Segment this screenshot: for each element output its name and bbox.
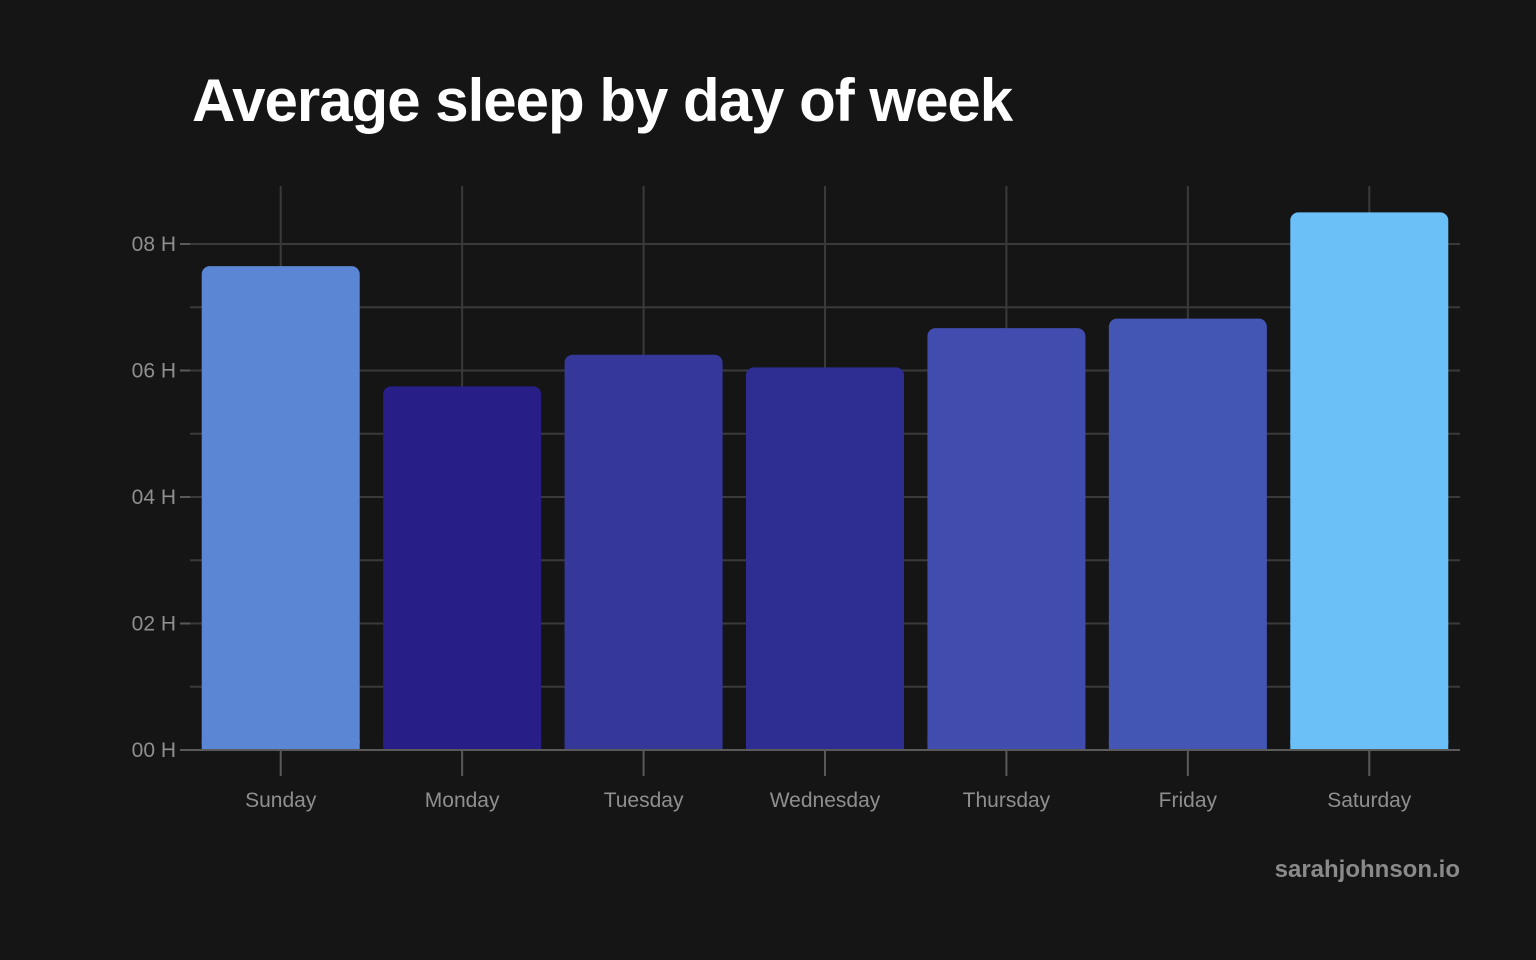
x-tick-label: Sunday — [245, 789, 317, 812]
bars — [201, 212, 1449, 750]
bar-sunday — [201, 266, 360, 750]
bar-base-sunday — [201, 740, 360, 750]
x-tick-label: Monday — [425, 789, 500, 812]
chart-title: Average sleep by day of week — [192, 67, 1013, 134]
bar-wednesday — [746, 367, 904, 750]
bar-base-friday — [1108, 740, 1267, 750]
x-tick-label: Tuesday — [604, 789, 684, 812]
x-tick-label: Saturday — [1327, 789, 1412, 812]
bar-tuesday — [564, 354, 723, 750]
bar-base-tuesday — [564, 740, 723, 750]
bar-friday — [1108, 318, 1267, 750]
bar-monday — [383, 386, 542, 750]
bar-thursday — [927, 328, 1086, 750]
bar-base-wednesday — [746, 740, 904, 750]
y-tick-label: 08 H — [132, 233, 176, 256]
x-tick-label: Friday — [1159, 789, 1218, 812]
x-tick-label: Wednesday — [770, 789, 881, 812]
bar-base-thursday — [927, 740, 1086, 750]
bar-saturday — [1290, 212, 1449, 750]
y-tick-label: 02 H — [132, 613, 176, 636]
x-tick-label: Thursday — [963, 789, 1051, 812]
y-tick-label: 04 H — [132, 486, 176, 509]
axes — [180, 243, 1460, 776]
bar-base-saturday — [1290, 740, 1449, 750]
tick-labels: 00 H 02 H 04 H 06 H 08 H Sunday Monday Tuesday W… — [132, 233, 1412, 812]
site-credit: sarahjohnson.io — [1274, 856, 1460, 883]
y-tick-label: 00 H — [132, 739, 176, 762]
bar-base-monday — [383, 740, 542, 750]
y-tick-label: 06 H — [132, 360, 176, 383]
